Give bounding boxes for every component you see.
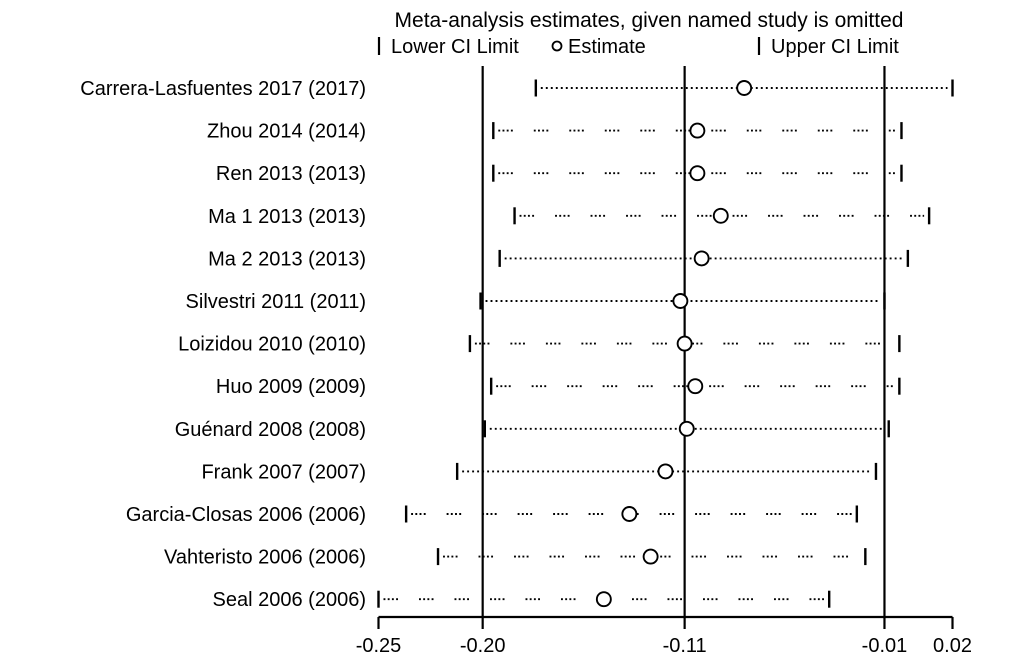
study-row: Silvestri 2011 (2011): [186, 291, 886, 313]
study-row: Guénard 2008 (2008): [175, 419, 890, 441]
estimate-marker: [712, 207, 729, 224]
study-row: Loizidou 2010 (2010): [178, 334, 901, 356]
legend-upper-ci-label: Upper CI Limit: [771, 36, 899, 58]
study-label: Ren 2013 (2013): [216, 163, 366, 185]
study-label: Seal 2006 (2006): [213, 589, 366, 611]
study-label: Carrera-Lasfuentes 2017 (2017): [80, 78, 366, 100]
study-label: Vahteristo 2006 (2006): [164, 547, 366, 569]
chart-title: Meta-analysis estimates, given named stu…: [395, 9, 904, 32]
x-axis-tick-label: 0.02: [933, 635, 972, 657]
x-axis-tick-label: -0.20: [460, 635, 506, 657]
study-label: Silvestri 2011 (2011): [186, 291, 366, 313]
estimate-marker: [642, 548, 659, 565]
study-row: Ma 1 2013 (2013): [208, 206, 931, 228]
study-label: Garcia-Closas 2006 (2006): [126, 504, 366, 526]
estimate-marker: [676, 335, 693, 352]
study-label: Zhou 2014 (2014): [207, 121, 366, 143]
estimate-marker: [736, 80, 753, 96]
legend: Lower CI Limit Estimate Upper CI Limit: [377, 36, 899, 58]
study-label: Huo 2009 (2009): [216, 376, 366, 398]
estimate-marker: [657, 463, 674, 480]
estimate-marker: [672, 293, 689, 309]
study-label: Ma 2 2013 (2013): [208, 248, 366, 270]
study-row: Vahteristo 2006 (2006): [164, 547, 867, 569]
estimate-marker: [687, 378, 704, 395]
estimate-marker: [678, 420, 695, 437]
study-row: Carrera-Lasfuentes 2017 (2017): [80, 78, 954, 100]
x-axis-tick-label: -0.01: [862, 635, 908, 657]
study-row: Frank 2007 (2007): [201, 461, 878, 483]
plot-area: Carrera-Lasfuentes 2017 (2017) Zhou 2014 …: [80, 66, 972, 657]
estimate-marker: [693, 250, 710, 267]
study-label: Ma 1 2013 (2013): [208, 206, 366, 228]
study-label: Frank 2007 (2007): [201, 461, 366, 483]
study-row: Garcia-Closas 2006 (2006): [126, 504, 859, 526]
estimate-marker: [689, 165, 706, 182]
x-axis-tick-label: -0.11: [663, 635, 707, 657]
study-row: Zhou 2014 (2014): [207, 121, 903, 143]
x-axis-tick-label: -0.25: [356, 635, 402, 657]
estimate-marker: [689, 122, 706, 139]
study-row: Huo 2009 (2009): [216, 376, 901, 398]
study-label: Guénard 2008 (2008): [175, 419, 366, 441]
legend-estimate-circle-icon: [551, 40, 563, 52]
legend-estimate-label: Estimate: [568, 36, 646, 58]
study-row: Seal 2006 (2006): [213, 589, 831, 611]
study-label: Loizidou 2010 (2010): [178, 334, 366, 356]
study-row: Ren 2013 (2013): [216, 163, 903, 185]
legend-lower-ci-label: Lower CI Limit: [391, 36, 519, 58]
study-row: Ma 2 2013 (2013): [208, 248, 910, 270]
estimate-marker: [621, 506, 638, 522]
estimate-marker: [595, 591, 612, 608]
